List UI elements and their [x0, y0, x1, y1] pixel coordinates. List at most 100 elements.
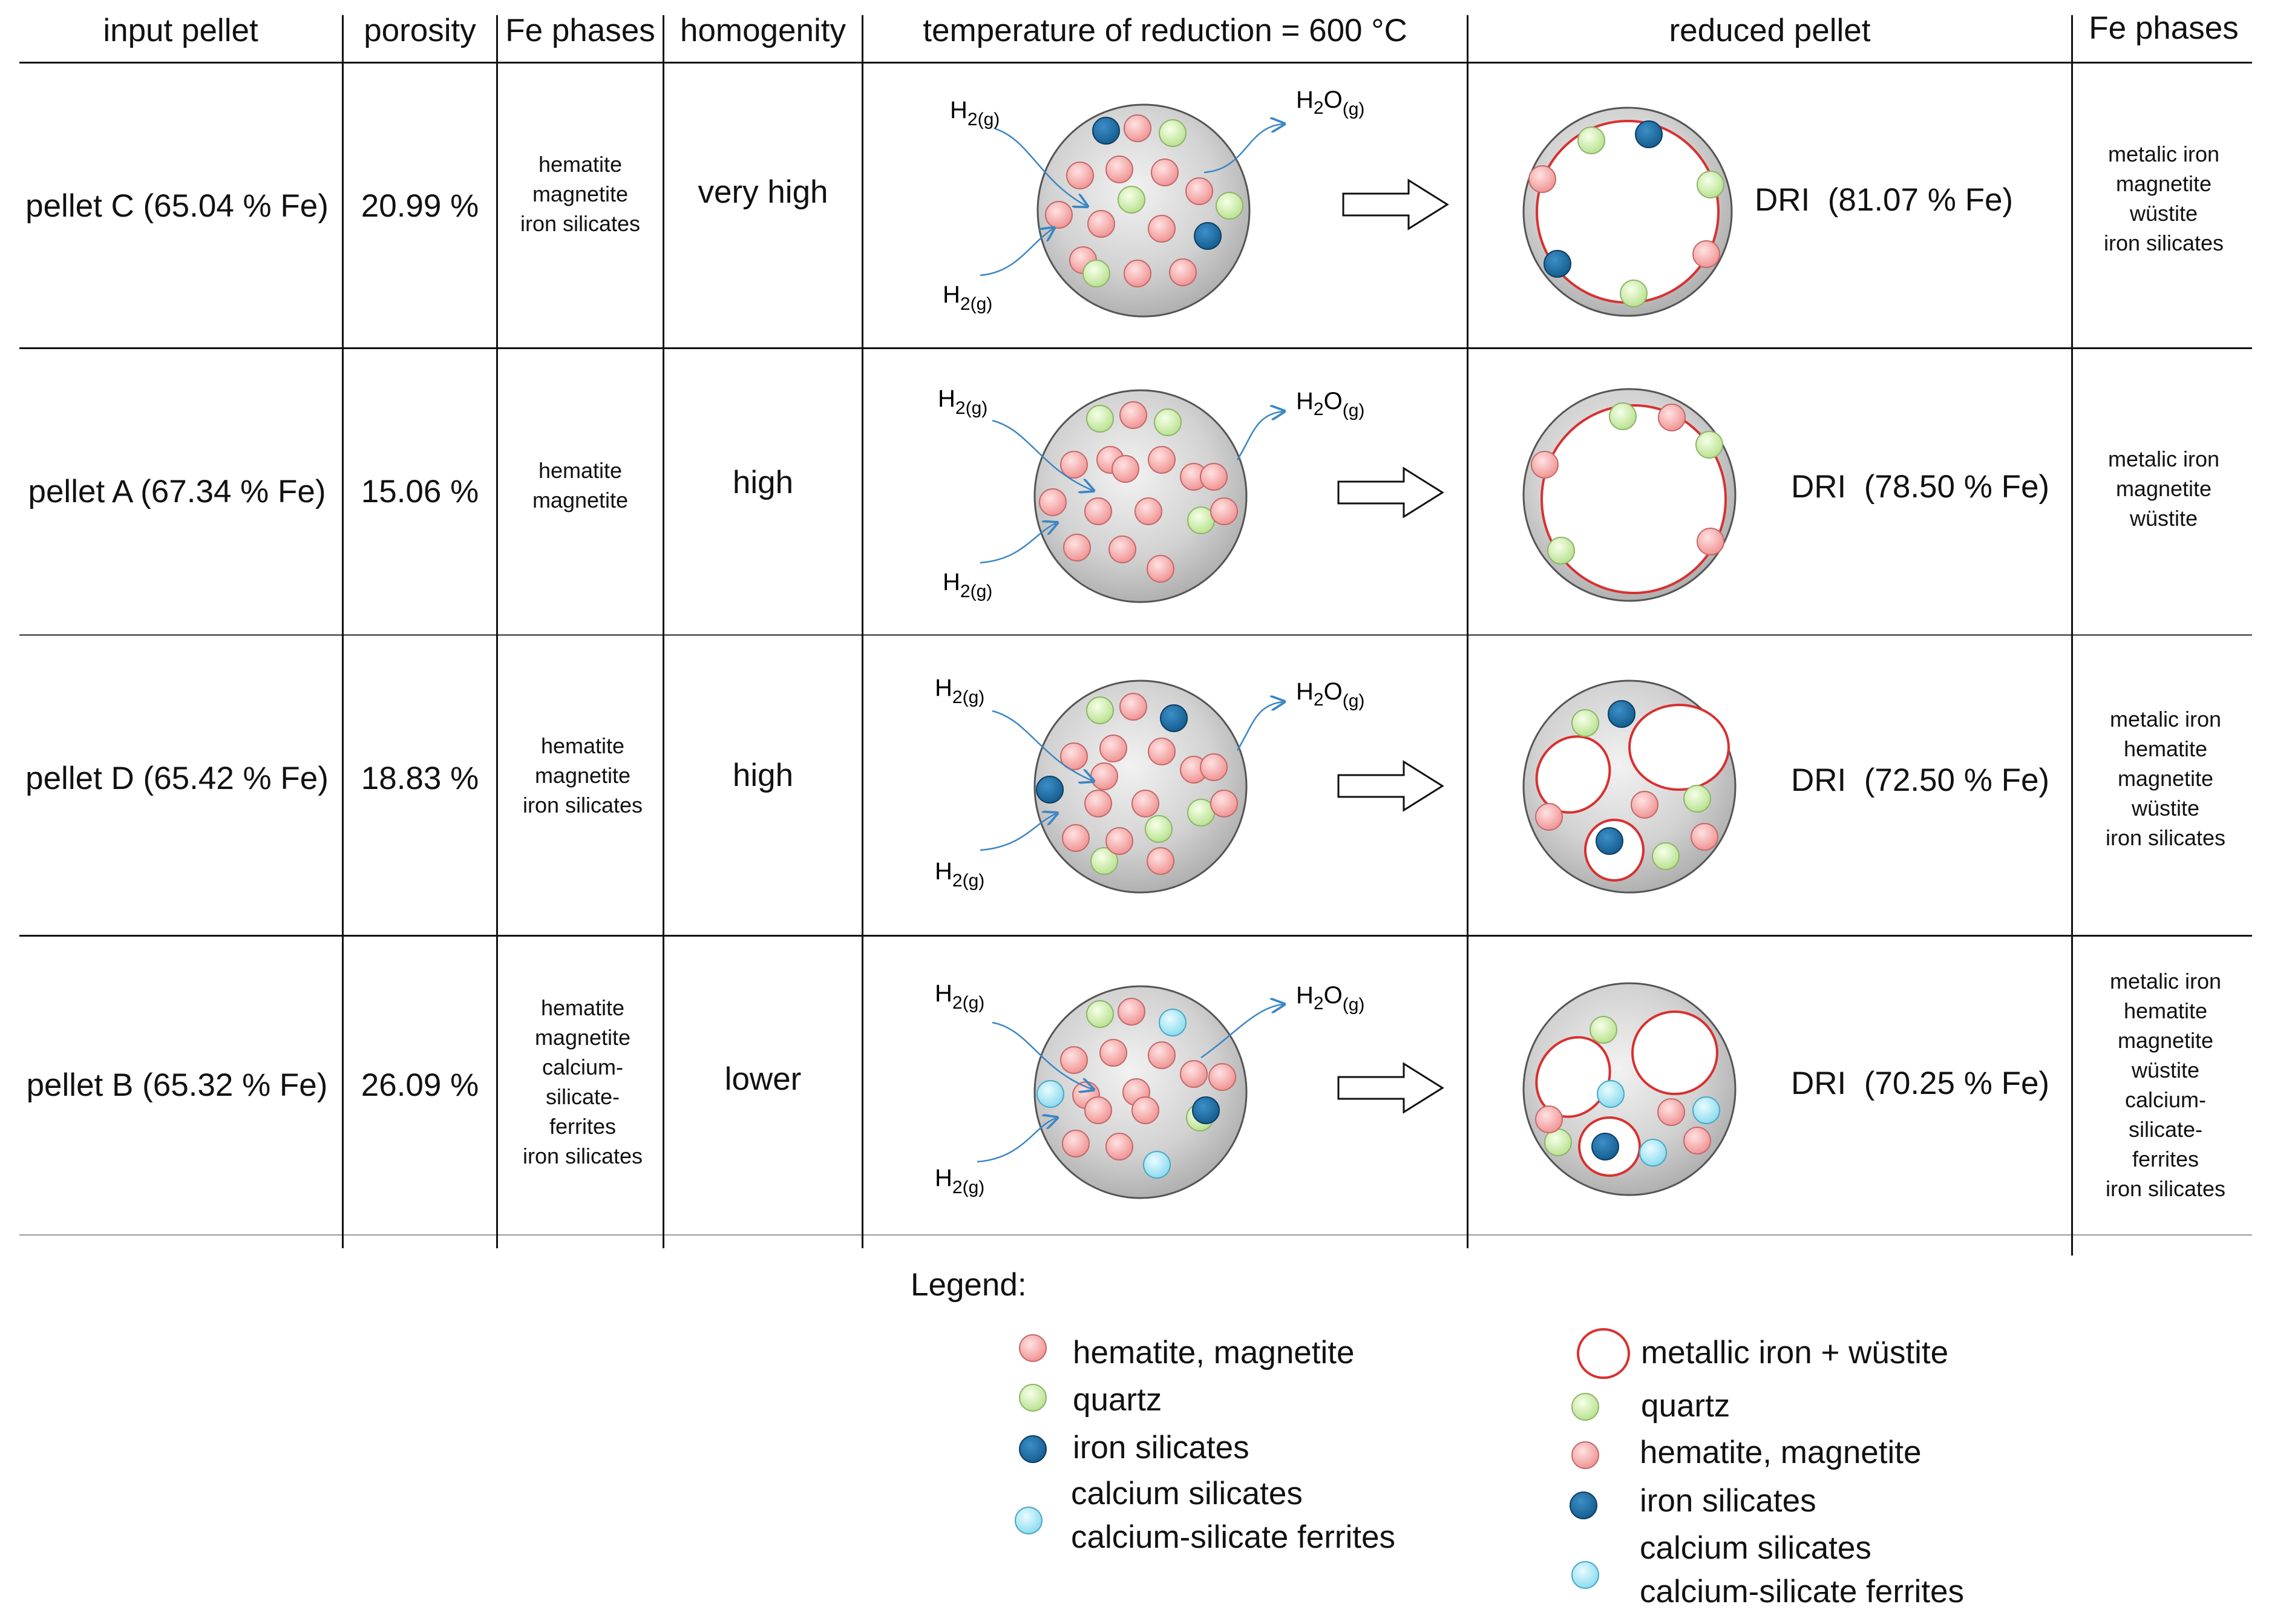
row-divider-2	[19, 634, 2252, 636]
row3-porosity: 18.83 %	[361, 760, 479, 796]
row4-reduced-pellet	[1522, 982, 1737, 1196]
row2-out-phase: magnetite	[2115, 476, 2212, 501]
legend-left-calcium-ferrites: calcium-silicate ferrites	[1071, 1519, 1396, 1555]
row4-out-phase: metalic iron	[2109, 969, 2222, 994]
col-divider-6	[2071, 15, 2073, 1256]
row2-porosity: 15.06 %	[361, 474, 479, 509]
row4-out-phase: silicate-	[2128, 1117, 2203, 1142]
row3-out-phases: metalic iron hematite magnetite wüstite …	[2073, 636, 2258, 920]
row3-out-phase: iron silicates	[2105, 825, 2226, 850]
header-reduced-pellet: reduced pellet	[1669, 12, 1871, 48]
row1-process-arrow	[1342, 178, 1449, 231]
row2-homogenity: high	[732, 464, 794, 500]
row3-fe-phases: hematite magnetite iron silicates	[498, 636, 667, 914]
legend-right-hematite: hematite, magnetite	[1640, 1435, 1922, 1470]
row2-h2o-label: H2O(g)	[1296, 388, 1364, 421]
row3-h2-in-label: H2(g)	[935, 675, 984, 707]
legend-right-iron-silicates: iron silicates	[1640, 1483, 1816, 1519]
legend-marker-hematite-2	[1571, 1441, 1599, 1469]
row3-out-phase: magnetite	[2117, 765, 2214, 791]
row4-out-phase: iron silicates	[2105, 1176, 2226, 1201]
row4-pellet: pellet B (65.32 % Fe)	[26, 1067, 328, 1103]
row4-h2-in-label: H2(g)	[935, 980, 984, 1013]
row2-pellet: pellet A (67.34 % Fe)	[28, 474, 326, 509]
header-rule	[19, 62, 2252, 64]
legend-title: Legend:	[911, 1267, 1027, 1303]
row3-out-phase: metalic iron	[2109, 706, 2222, 732]
row4-out-phase: wüstite	[2131, 1058, 2200, 1082]
row4-phase: silicate-	[545, 1084, 620, 1109]
legend-left-quartz: quartz	[1073, 1382, 1162, 1418]
legend-left-hematite: hematite, magnetite	[1073, 1335, 1355, 1370]
row4-process-arrow	[1337, 1062, 1444, 1114]
row4-phase: ferrites	[549, 1114, 617, 1139]
row4-phase: magnetite	[534, 1025, 631, 1050]
header-fe-phases: Fe phases	[505, 12, 655, 48]
legend-marker-quartz	[1019, 1384, 1047, 1412]
legend-marker-iron-silicates-2	[1570, 1491, 1597, 1519]
row4-out-phase: hematite	[2123, 998, 2208, 1023]
legend-marker-calcium-silicates-2	[1571, 1561, 1599, 1589]
row1-porosity: 20.99 %	[361, 188, 479, 224]
row3-phase: magnetite	[534, 762, 631, 788]
row1-h2o-label: H2O(g)	[1296, 87, 1364, 119]
row2-out-phases: metalic iron magnetite wüstite	[2073, 349, 2254, 627]
legend-marker-hematite	[1019, 1334, 1047, 1362]
row1-h2-in-label: H2(g)	[950, 97, 1000, 129]
legend-left-iron-silicates: iron silicates	[1073, 1430, 1249, 1465]
row1-out-phase: magnetite	[2115, 171, 2212, 196]
row2-reduced-pellet	[1522, 388, 1737, 602]
row1-pellet: pellet C (65.04 % Fe)	[25, 188, 329, 224]
legend-right-calcium-silicates: calcium silicates	[1640, 1530, 1871, 1566]
row4-porosity: 26.09 %	[361, 1067, 479, 1103]
row2-dri: DRI (78.50 % Fe)	[1791, 468, 2050, 505]
row4-phase: hematite	[540, 995, 625, 1020]
row3-dri: DRI (72.50 % Fe)	[1791, 762, 2050, 798]
row4-out-phase: ferrites	[2132, 1147, 2199, 1171]
row2-h2-in-label: H2(g)	[938, 385, 987, 418]
row2-phase: hematite	[538, 458, 623, 483]
col-divider-1	[342, 15, 344, 1248]
row3-out-phase: wüstite	[2131, 795, 2200, 820]
header-temperature: temperature of reduction = 600 °C	[923, 12, 1407, 48]
header-input-pellet: input pellet	[103, 12, 258, 48]
row1-phase: hematite	[538, 151, 623, 177]
row2-out-phase: metalic iron	[2107, 446, 2220, 471]
row4-fe-phases: hematite magnetite calcium- silicate- fe…	[498, 937, 667, 1227]
legend-right-metallic-iron: metallic iron + wüstite	[1641, 1335, 1949, 1370]
row3-phase: hematite	[540, 733, 625, 758]
legend-right-markers	[1570, 1328, 1630, 1589]
row1-phase: iron silicates	[520, 211, 641, 236]
row3-pellet: pellet D (65.42 % Fe)	[25, 760, 329, 796]
row1-out-phases: metalic iron magnetite wüstite iron sili…	[2073, 64, 2254, 333]
row3-homogenity: high	[732, 757, 794, 793]
row1-homogenity: very high	[698, 174, 828, 210]
row-divider-3	[19, 935, 2252, 937]
row1-out-phase: iron silicates	[2103, 230, 2224, 255]
col-divider-3	[663, 15, 664, 1248]
row4-phase: iron silicates	[522, 1144, 643, 1168]
row1-fe-phases: hematite magnetite iron silicates	[498, 64, 663, 324]
legend-left-calcium-silicates: calcium silicates	[1071, 1476, 1303, 1511]
row2-process-arrow	[1337, 467, 1444, 519]
row1-phase: magnetite	[532, 181, 629, 206]
row3-out-phase: hematite	[2123, 736, 2208, 761]
row3-phase: iron silicates	[522, 792, 643, 817]
col-divider-5	[1467, 15, 1468, 1248]
row4-gas-arrows	[977, 1004, 1283, 1163]
row1-input-pellet	[1036, 103, 1251, 318]
row4-phase: calcium-	[542, 1055, 623, 1079]
table-bottom-rule	[19, 1234, 2252, 1236]
col-divider-4	[862, 15, 863, 1248]
row3-h2-in-label-2: H2(g)	[935, 858, 984, 891]
header-fe-phases-out: Fe phases	[2089, 10, 2239, 46]
row1-gas-arrows	[980, 124, 1283, 277]
row1-dri: DRI (81.07 % Fe)	[1755, 182, 2014, 218]
row4-out-phase: magnetite	[2117, 1028, 2214, 1053]
row-divider-1	[19, 347, 2252, 349]
legend-marker-metallic-iron	[1577, 1328, 1630, 1379]
row3-reduced-pellet	[1522, 679, 1737, 894]
row2-phase: magnetite	[532, 488, 629, 512]
legend-right-quartz: quartz	[1641, 1388, 1730, 1424]
